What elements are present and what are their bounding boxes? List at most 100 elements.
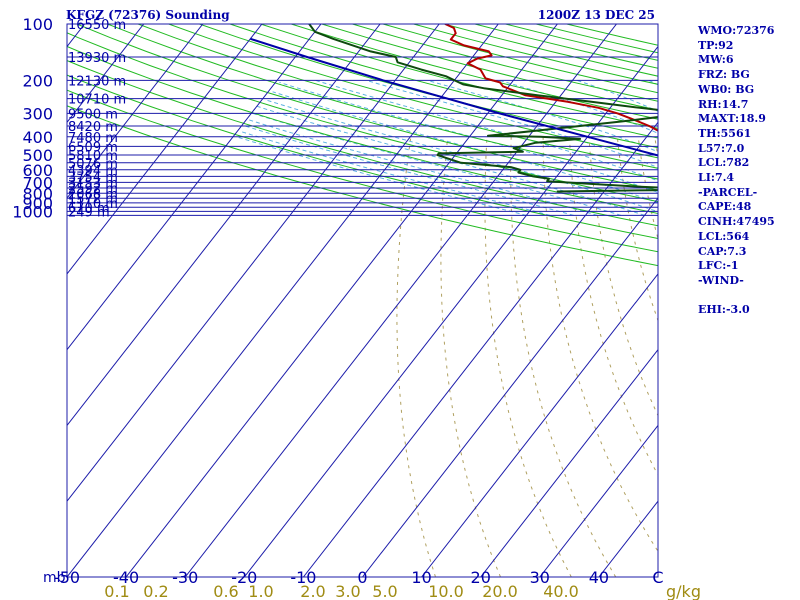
dry-adiabat bbox=[67, 32, 658, 203]
height-label: 5810 m bbox=[68, 149, 118, 164]
height-label: 9500 m bbox=[68, 107, 118, 122]
dry-adiabat bbox=[67, 45, 658, 215]
y-tick-label: 700 bbox=[22, 173, 53, 192]
moist-adiabat bbox=[279, 81, 658, 194]
height-label: 2068 m bbox=[68, 187, 118, 202]
x-tick-label: 10 bbox=[411, 568, 431, 587]
stat-line: MAXT:18.9 bbox=[698, 112, 766, 126]
moist-adiabat bbox=[252, 112, 622, 216]
stat-line: RH:14.7 bbox=[698, 97, 749, 111]
stat-line: WB0: BG bbox=[698, 82, 755, 96]
height-label: 4394 m bbox=[68, 164, 118, 179]
dry-adiabat bbox=[291, 24, 658, 120]
isotherm-line bbox=[480, 348, 658, 577]
x-tick-label: -30 bbox=[172, 568, 198, 587]
x-tick-label: -50 bbox=[54, 568, 80, 587]
y-tick-label: 100 bbox=[22, 15, 53, 34]
dry-adiabat bbox=[137, 24, 658, 169]
y-tick-label: 800 bbox=[22, 184, 53, 203]
y-axis-unit: mb bbox=[43, 570, 66, 586]
dry-adiabat bbox=[67, 74, 658, 240]
mixing-ratio-label: 2.0 bbox=[300, 582, 325, 600]
isotherm-line bbox=[303, 121, 658, 577]
chart-title: KFGZ (72376) Sounding bbox=[66, 8, 230, 22]
moist-adiabat bbox=[266, 99, 658, 213]
x-tick-label: -20 bbox=[231, 568, 257, 587]
stat-line: L57:7.0 bbox=[698, 141, 745, 155]
x-tick-label: 30 bbox=[530, 568, 550, 587]
mixing-ratio-label: 20.0 bbox=[482, 582, 518, 600]
stat-line: TP:92 bbox=[698, 38, 734, 52]
isotherm-line bbox=[67, 24, 263, 275]
dry-adiabat bbox=[168, 24, 658, 159]
isotherm-line bbox=[67, 24, 440, 503]
chart-time: 1200Z 13 DEC 25 bbox=[538, 8, 655, 22]
stat-line: CAP:7.3 bbox=[698, 244, 747, 258]
plot-border bbox=[66, 23, 659, 578]
mixing-ratio-label: 0.2 bbox=[143, 582, 168, 600]
isotherm-line bbox=[539, 424, 658, 577]
height-label: 13930 m bbox=[68, 51, 126, 66]
dewpoint-line bbox=[308, 24, 658, 193]
mixing-ratio-label: 0.6 bbox=[213, 582, 238, 600]
height-label: 7480 m bbox=[68, 131, 118, 146]
stat-line: -PARCEL- bbox=[698, 185, 758, 199]
height-label: 3153 m bbox=[68, 176, 118, 191]
y-tick-label: 900 bbox=[22, 194, 53, 213]
isotherm-line bbox=[184, 24, 617, 577]
x-tick-label: 0 bbox=[357, 568, 367, 587]
y-tick-label: 600 bbox=[22, 161, 53, 180]
moist-adiabat bbox=[427, 79, 658, 153]
mixing-ratio-line bbox=[569, 136, 658, 476]
stat-line: LCL:564 bbox=[698, 229, 750, 243]
stat-line: CAPE:48 bbox=[698, 200, 752, 214]
moist-adiabat bbox=[236, 136, 527, 216]
stat-line: EHI:-3.0 bbox=[698, 303, 750, 317]
moist-adiabat bbox=[245, 125, 574, 216]
isotherm-line bbox=[362, 197, 658, 577]
stat-line: LFC:-1 bbox=[698, 259, 739, 273]
x-tick-label: C bbox=[652, 568, 663, 587]
height-label: 670 m bbox=[68, 201, 110, 216]
height-label: 1572 m bbox=[68, 192, 118, 207]
mixing-ratio-line bbox=[510, 136, 617, 577]
stat-line: WMO:72376 bbox=[698, 24, 775, 37]
y-tick-label: 300 bbox=[22, 104, 53, 123]
mixing-ratio-label: 5.0 bbox=[372, 582, 397, 600]
height-label: 8420 m bbox=[68, 120, 118, 135]
y-tick-label: 400 bbox=[22, 128, 53, 147]
stat-line: FRZ: BG bbox=[698, 68, 750, 82]
dry-adiabat bbox=[107, 24, 658, 180]
stat-line bbox=[698, 289, 798, 304]
mixing-ratio-label: 3.0 bbox=[335, 582, 360, 600]
y-tick-label: 200 bbox=[22, 71, 53, 90]
height-label: 5076 m bbox=[68, 157, 118, 172]
y-tick-label: 1000 bbox=[12, 202, 53, 221]
height-label: 2592 m bbox=[68, 182, 118, 197]
height-label: 12130 m bbox=[68, 74, 126, 89]
stat-line: LCL:782 bbox=[698, 156, 750, 170]
x-tick-label: -10 bbox=[290, 568, 316, 587]
x-tick-label: 20 bbox=[471, 568, 491, 587]
x-tick-label: -40 bbox=[113, 568, 139, 587]
height-label: 16550 m bbox=[68, 18, 126, 33]
dry-adiabat bbox=[199, 24, 658, 149]
isotherm-line bbox=[67, 24, 381, 427]
isotherm-line bbox=[67, 24, 145, 124]
dry-adiabat bbox=[229, 24, 658, 139]
height-label: 10710 m bbox=[68, 93, 126, 108]
stats-panel: WMO:72376 TP:92 MW:6 FRZ: BG WB0: BG RH:14.7 M… bbox=[698, 24, 798, 318]
mixing-ratio-label: 10.0 bbox=[428, 582, 464, 600]
isotherm-line bbox=[67, 24, 499, 577]
isotherm-line bbox=[67, 24, 204, 199]
stat-line: -WIND- bbox=[698, 273, 744, 287]
isotherm-line bbox=[67, 24, 322, 351]
moist-adiabat bbox=[240, 131, 551, 216]
moist-adiabat bbox=[256, 105, 645, 216]
mixing-ratio-line bbox=[542, 136, 658, 553]
temperature-line bbox=[444, 24, 658, 132]
x-tick-label: 40 bbox=[589, 568, 609, 587]
mixing-ratio-label: 40.0 bbox=[543, 582, 579, 600]
isotherm-line bbox=[125, 24, 558, 577]
